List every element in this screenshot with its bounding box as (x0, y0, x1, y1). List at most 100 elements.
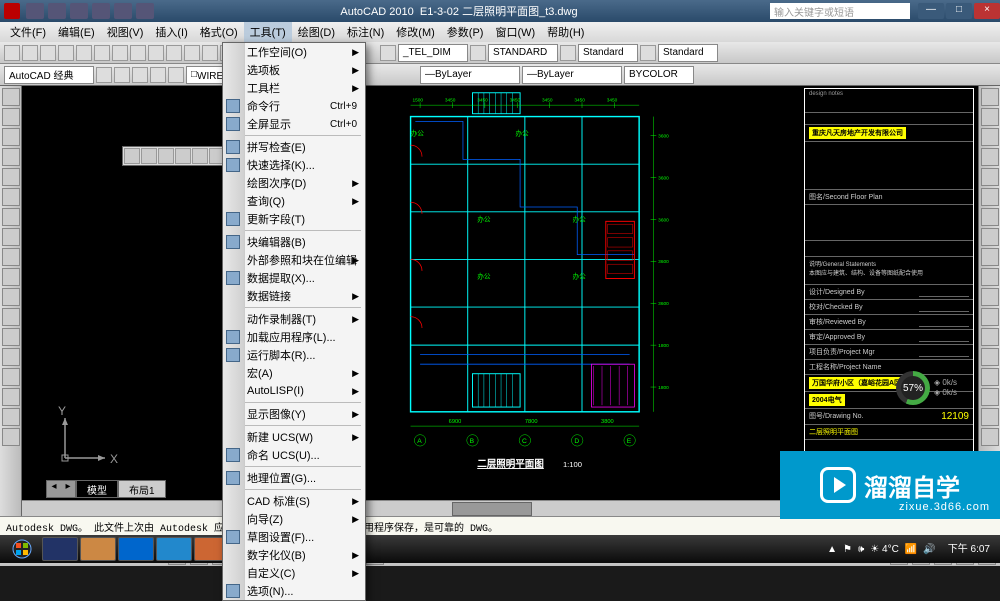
tray-icon[interactable]: 🕪 (858, 544, 864, 555)
point-tool[interactable] (2, 248, 20, 266)
ellipse-tool[interactable] (2, 268, 20, 286)
plotstyle-select[interactable]: BYCOLOR (624, 66, 694, 84)
menu-item[interactable]: 标注(N) (341, 22, 390, 42)
float-tool[interactable] (192, 148, 208, 164)
menu-item[interactable]: 选项(N)... (223, 582, 365, 600)
table-tool[interactable] (2, 328, 20, 346)
menu-item[interactable]: 插入(I) (149, 22, 193, 42)
tool-icon[interactable] (114, 67, 130, 83)
menu-item[interactable]: 修改(M) (390, 22, 441, 42)
qat-btn[interactable] (92, 3, 110, 19)
menu-item[interactable]: 向导(Z)▶ (223, 510, 365, 528)
tool-icon[interactable] (184, 45, 200, 61)
line-tool[interactable] (2, 88, 20, 106)
rectangle-tool[interactable] (2, 168, 20, 186)
tool-icon[interactable] (202, 45, 218, 61)
stretch-tool[interactable] (981, 248, 999, 266)
menu-item[interactable]: 帮助(H) (541, 22, 590, 42)
menu-item[interactable]: 草图设置(F)... (223, 528, 365, 546)
maximize-button[interactable]: □ (946, 3, 972, 19)
menu-item[interactable]: 显示图像(Y)▶ (223, 405, 365, 423)
trim-tool[interactable] (981, 268, 999, 286)
tray-icon[interactable]: 🔊 (923, 544, 935, 555)
extend-tool[interactable] (981, 288, 999, 306)
menu-item[interactable]: 数据链接▶ (223, 287, 365, 305)
draw-tool[interactable] (2, 368, 20, 386)
region-tool[interactable] (2, 308, 20, 326)
menu-item[interactable]: 更新字段(T) (223, 210, 365, 228)
qat-btn[interactable] (26, 3, 44, 19)
model-tab[interactable]: 模型 (76, 480, 118, 498)
mleaderstyle-icon[interactable] (640, 45, 656, 61)
menu-item[interactable]: CAD 标准(S)▶ (223, 492, 365, 510)
tool-icon[interactable] (96, 67, 112, 83)
menu-item[interactable]: 工作空间(O)▶ (223, 43, 365, 61)
erase-tool[interactable] (981, 88, 999, 106)
menu-item[interactable]: 全屏显示Ctrl+0 (223, 115, 365, 133)
qat-btn[interactable] (136, 3, 154, 19)
menu-item[interactable]: 工具栏▶ (223, 79, 365, 97)
circle-tool[interactable] (2, 128, 20, 146)
copy-tool[interactable] (981, 108, 999, 126)
menu-item[interactable]: 参数(P) (441, 22, 490, 42)
tool-icon[interactable] (22, 45, 38, 61)
menu-item[interactable]: 命名 UCS(U)... (223, 446, 365, 464)
tool-icon[interactable] (168, 67, 184, 83)
textstyle-select[interactable]: STANDARD (488, 44, 558, 62)
weather[interactable]: ☀ 4°C (870, 544, 899, 555)
taskbar-app[interactable] (118, 537, 154, 561)
tool-icon[interactable] (58, 45, 74, 61)
menu-item[interactable]: 自定义(C)▶ (223, 564, 365, 582)
draw-tool[interactable] (2, 428, 20, 446)
tool-icon[interactable] (130, 45, 146, 61)
hatch-tool[interactable] (2, 188, 20, 206)
close-button[interactable]: × (974, 3, 1000, 19)
chamfer-tool[interactable] (981, 348, 999, 366)
menu-item[interactable]: 编辑(E) (52, 22, 101, 42)
tool-icon[interactable] (76, 45, 92, 61)
modify-tool[interactable] (981, 428, 999, 446)
dimstyle-icon[interactable] (380, 45, 396, 61)
taskbar-app[interactable] (42, 537, 78, 561)
menu-item[interactable]: 选项板▶ (223, 61, 365, 79)
linetype-select[interactable]: — ByLayer (420, 66, 520, 84)
tool-icon[interactable] (166, 45, 182, 61)
tool-icon[interactable] (4, 45, 20, 61)
menu-item[interactable]: 数字化仪(B)▶ (223, 546, 365, 564)
menu-item[interactable]: 绘图(D) (292, 22, 341, 42)
menu-item[interactable]: 窗口(W) (489, 22, 541, 42)
tray-icon[interactable]: ⚑ (843, 544, 852, 555)
text-tool[interactable] (2, 208, 20, 226)
textstyle-icon[interactable] (470, 45, 486, 61)
clock[interactable]: 下午 6:07 (942, 544, 996, 555)
explode-tool[interactable] (981, 388, 999, 406)
array-tool[interactable] (981, 168, 999, 186)
help-search[interactable]: 输入关键字或短语 (770, 3, 910, 19)
menu-item[interactable]: 拼写检查(E) (223, 138, 365, 156)
draw-tool[interactable] (2, 408, 20, 426)
tablestyle-icon[interactable] (560, 45, 576, 61)
menu-item[interactable]: 块编辑器(B) (223, 233, 365, 251)
break-tool[interactable] (981, 308, 999, 326)
qat-btn[interactable] (48, 3, 66, 19)
menu-item[interactable]: 文件(F) (4, 22, 52, 42)
dimstyle-select[interactable]: _TEL_DIM (398, 44, 468, 62)
menu-item[interactable]: 视图(V) (101, 22, 150, 42)
tool-icon[interactable] (148, 45, 164, 61)
menu-item[interactable]: 快速选择(K)... (223, 156, 365, 174)
layout-tab[interactable]: 布局1 (118, 480, 166, 498)
tray-icon[interactable]: 📶 (905, 544, 917, 555)
fillet-tool[interactable] (981, 368, 999, 386)
menu-item[interactable]: 外部参照和块在位编辑▶ (223, 251, 365, 269)
menu-item[interactable]: 绘图次序(D)▶ (223, 174, 365, 192)
float-tool[interactable] (175, 148, 191, 164)
tool-icon[interactable] (132, 67, 148, 83)
block-tool[interactable] (2, 228, 20, 246)
taskbar-app[interactable] (80, 537, 116, 561)
menu-item[interactable]: 加载应用程序(L)... (223, 328, 365, 346)
menu-item[interactable]: 宏(A)▶ (223, 364, 365, 382)
arc-tool[interactable] (2, 148, 20, 166)
tool-icon[interactable] (94, 45, 110, 61)
offset-tool[interactable] (981, 148, 999, 166)
lineweight-select[interactable]: — ByLayer (522, 66, 622, 84)
